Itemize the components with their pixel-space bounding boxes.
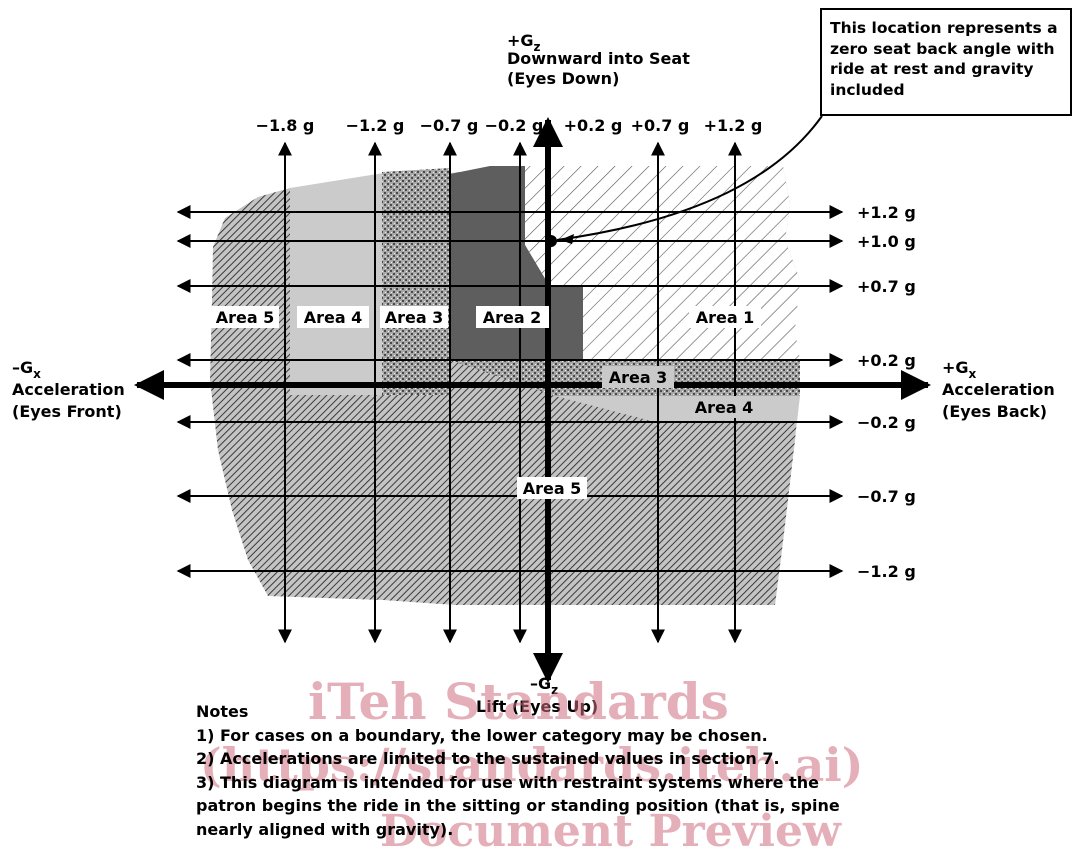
svg-text:Area 5: Area 5 — [523, 479, 582, 498]
gz-tick-label: +0.7 g — [857, 277, 916, 296]
notes-heading: Notes — [196, 702, 249, 721]
gx-tick-label: +0.7 g — [631, 116, 690, 135]
svg-text:Area 4: Area 4 — [304, 308, 363, 327]
gz-pos-line2: (Eyes Down) — [507, 69, 619, 88]
gx-tick-label: −1.2 g — [346, 116, 405, 135]
svg-text:Area 3: Area 3 — [609, 368, 668, 387]
area-label-2: Area 2 — [476, 306, 549, 328]
area-label-4-band: Area 4 — [688, 396, 760, 418]
callout-pointer — [556, 115, 823, 241]
gx-pos-line1: Acceleration — [942, 380, 1055, 399]
gx-tick-label: +0.2 g — [564, 116, 623, 135]
svg-text:Area 2: Area 2 — [483, 308, 542, 327]
svg-text:Area 3: Area 3 — [385, 308, 444, 327]
gz-tick-label: +1.2 g — [857, 203, 916, 222]
gz-tick-label: +0.2 g — [857, 351, 916, 370]
watermark-line-1: iTeh Standards — [308, 672, 729, 731]
callout-box: This location represents a zero seat bac… — [820, 8, 1072, 116]
notes-section: Notes 1) For cases on a boundary, the lo… — [196, 700, 936, 841]
note-item: patron begins the ride in the sitting or… — [196, 796, 840, 815]
gx-neg-title: –Gx — [12, 358, 41, 381]
callout-pointer-arrowhead — [560, 234, 574, 244]
gx-neg-line1: Acceleration — [12, 380, 125, 399]
note-item: nearly aligned with gravity). — [196, 819, 454, 839]
gz-pos-line1: Downward into Seat — [507, 49, 690, 68]
gx-tick-label: +1.2 g — [704, 116, 763, 135]
gz-neg-line1: Lift (Eyes Up) — [476, 697, 598, 716]
area-label-5-left: Area 5 — [211, 306, 279, 328]
gx-tick-label: −0.7 g — [420, 116, 479, 135]
gx-tick-label: −0.2 g — [485, 116, 544, 135]
callout-text: This location represents a zero seat bac… — [830, 19, 1058, 99]
zero-seat-back-point — [545, 235, 557, 247]
area-label-4-left: Area 4 — [297, 306, 369, 328]
gz-tick-label: −1.2 g — [857, 562, 916, 581]
note-item: 2) Accelerations are limited to the sust… — [196, 749, 780, 768]
gz-pos-title: +Gz — [507, 31, 541, 54]
gz-tick-label: −0.7 g — [857, 487, 916, 506]
area-label-3-left: Area 3 — [380, 306, 448, 328]
area-label-1: Area 1 — [689, 306, 761, 328]
gx-pos-line2: (Eyes Back) — [942, 402, 1047, 421]
gx-pos-title: +Gx — [942, 358, 977, 381]
gz-tick-label: +1.0 g — [857, 232, 916, 251]
area-label-5-center: Area 5 — [517, 477, 587, 499]
note-item: 1) For cases on a boundary, the lower ca… — [196, 725, 768, 745]
svg-text:Area 1: Area 1 — [696, 308, 755, 327]
svg-text:Area 5: Area 5 — [216, 308, 275, 327]
svg-text:Area 4: Area 4 — [695, 398, 754, 417]
gx-tick-label: −1.8 g — [256, 116, 315, 135]
watermark-line-2: (https://standards.iteh.ai) — [200, 738, 864, 792]
gz-tick-label: −0.2 g — [857, 413, 916, 432]
note-item: 3) This diagram is intended for use with… — [196, 772, 819, 792]
gx-neg-line2: (Eyes Front) — [12, 402, 122, 421]
gz-neg-title: –Gz — [530, 674, 558, 697]
area-label-3-band: Area 3 — [602, 366, 674, 388]
